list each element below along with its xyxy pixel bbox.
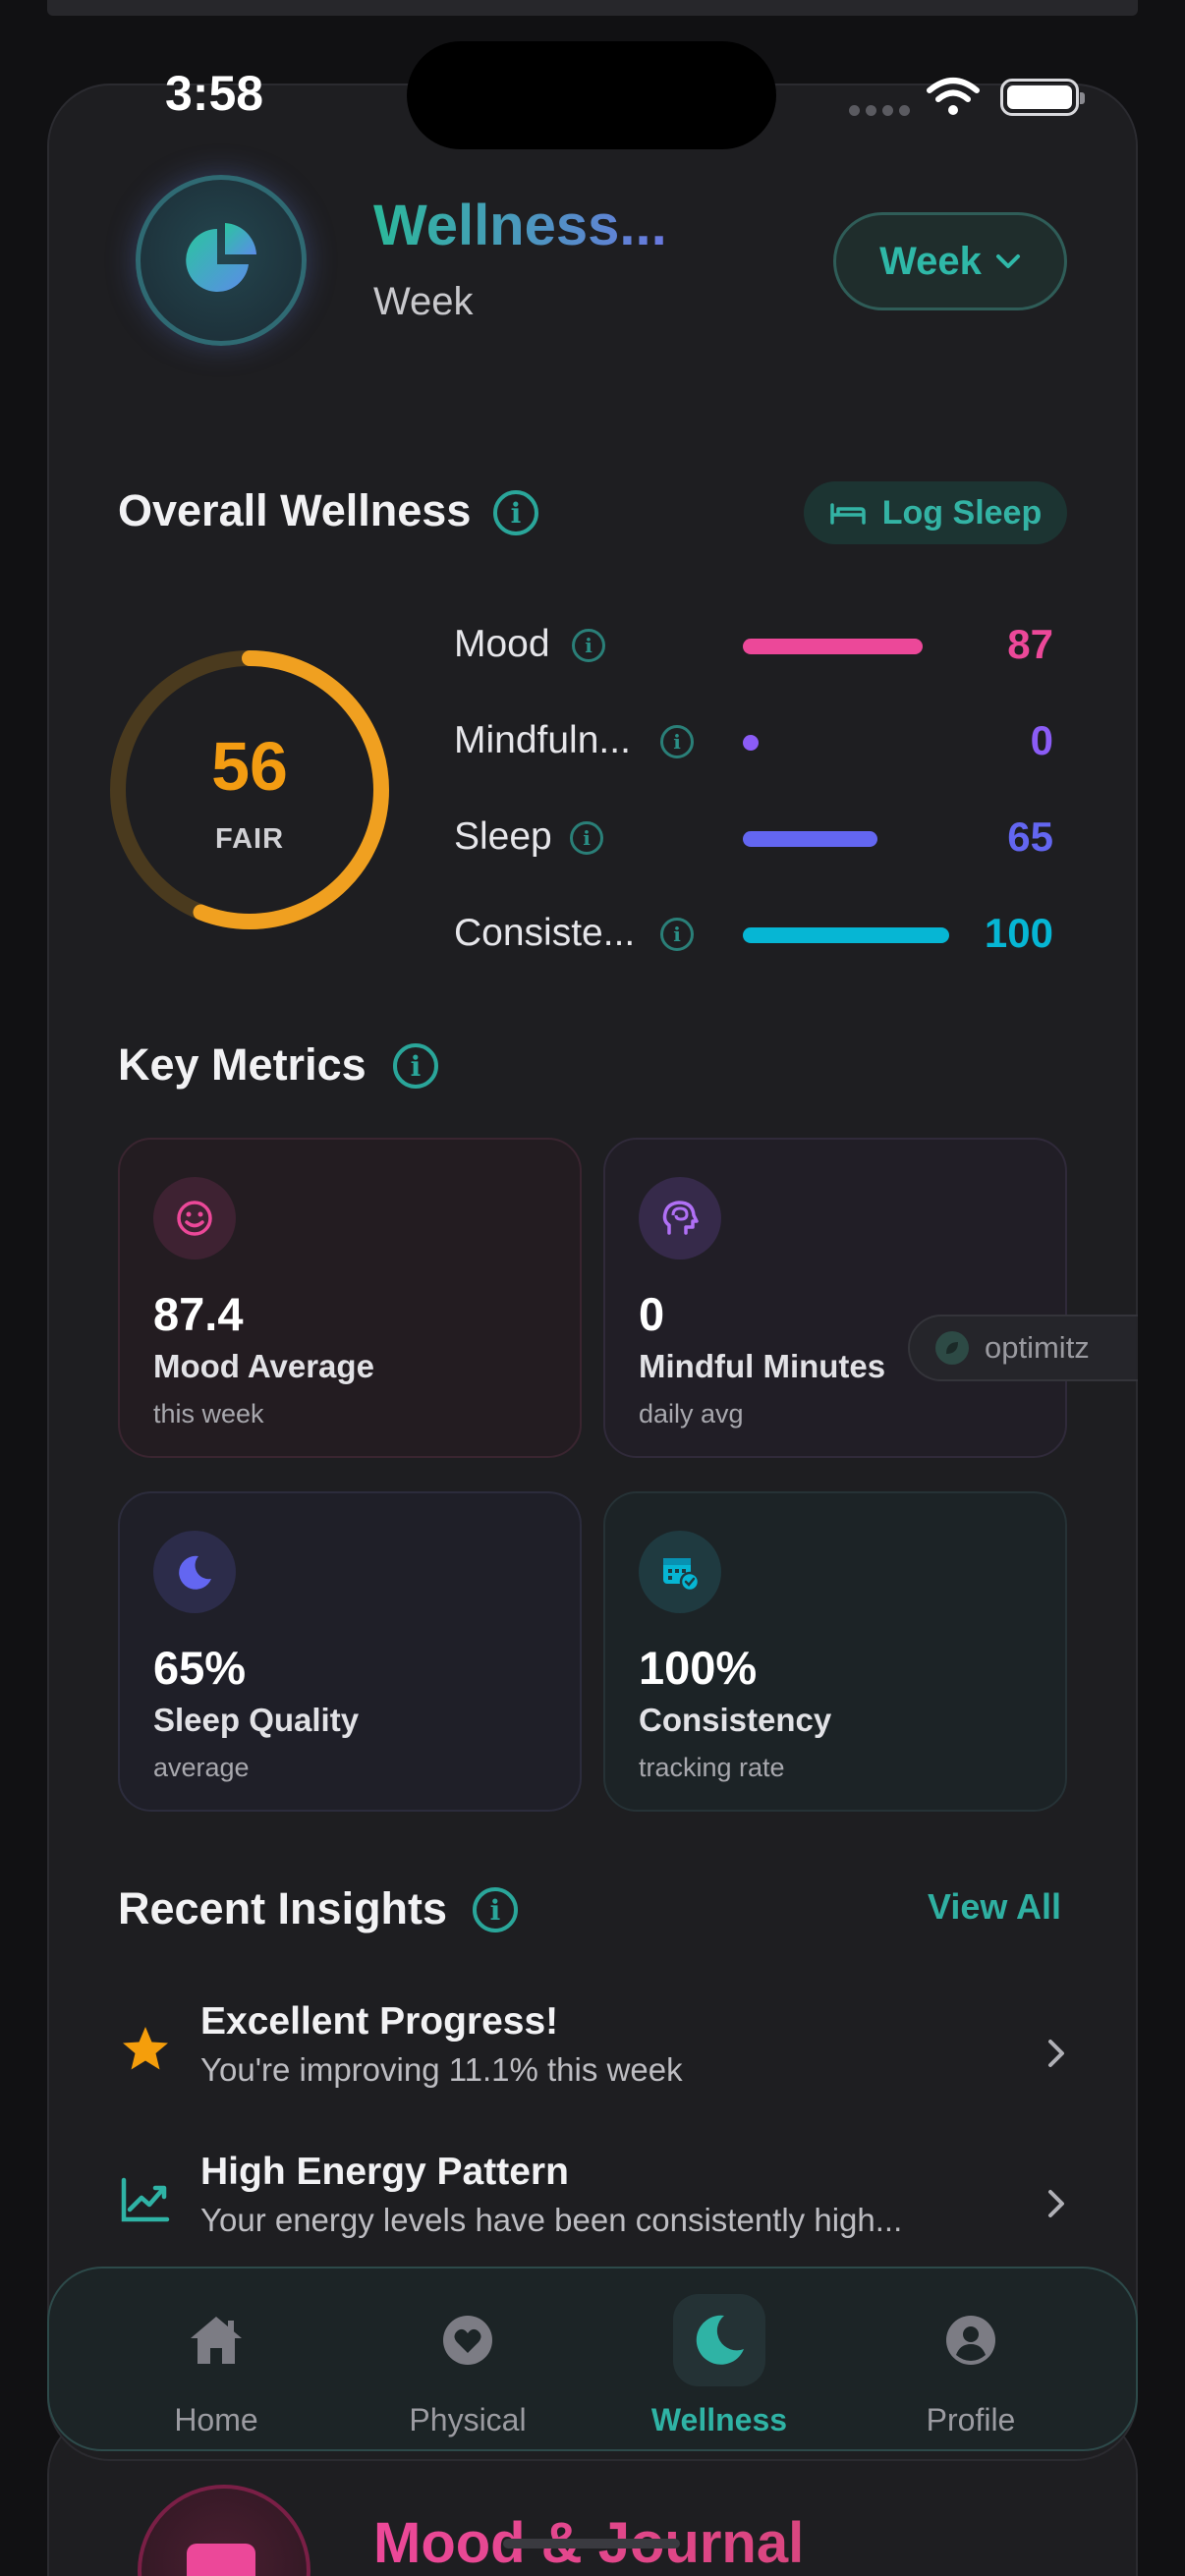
metric-card-consistency[interactable]: 100% Consistency tracking rate xyxy=(603,1491,1067,1812)
star-icon xyxy=(123,2027,168,2070)
metric-bar-fill xyxy=(743,639,923,654)
brain-head-icon xyxy=(639,1177,721,1260)
status-time: 3:58 xyxy=(165,66,264,121)
wellness-score-label: FAIR xyxy=(214,823,285,855)
overall-wellness-title: Overall Wellness xyxy=(118,485,472,535)
previous-card-edge xyxy=(47,0,1138,16)
tab-profile[interactable]: Profile xyxy=(882,2286,1059,2437)
consistency-info-icon[interactable]: i xyxy=(660,918,694,951)
mindfulness-info-icon[interactable]: i xyxy=(660,725,694,758)
bottom-tab-bar: Home Physical Wellness Profile xyxy=(47,2267,1138,2451)
smile-icon xyxy=(153,1177,236,1260)
tab-label: Home xyxy=(174,2402,258,2437)
cellular-signal-icon xyxy=(849,105,910,116)
metric-bar xyxy=(743,927,949,943)
metric-value: 0 xyxy=(1030,717,1053,763)
insight-title: Excellent Progress! xyxy=(200,2000,559,2043)
floating-badge[interactable]: optimitz xyxy=(908,1315,1138,1381)
metric-card-subtitle: daily avg xyxy=(639,1399,744,1428)
trend-chart-icon xyxy=(121,2177,170,2222)
wellness-score-ring xyxy=(110,650,389,929)
tab-label: Wellness xyxy=(650,2402,788,2437)
insight-description: You're improving 11.1% this week xyxy=(200,2051,683,2088)
metric-value: 65 xyxy=(1007,813,1053,860)
key-metrics-title: Key Metrics xyxy=(118,1039,367,1090)
tab-wellness[interactable]: Wellness xyxy=(631,2286,808,2437)
recent-insights-title: Recent Insights xyxy=(118,1883,448,1933)
metric-card-value: 0 xyxy=(639,1288,665,1340)
metric-row-consistency: Consiste... i 100 xyxy=(454,906,1063,965)
insight-title: High Energy Pattern xyxy=(200,2151,569,2193)
moon-icon xyxy=(153,1531,236,1613)
badge-leaf-icon xyxy=(935,1331,969,1365)
metric-card-title: Consistency xyxy=(639,1702,832,1738)
metric-card-mood[interactable]: 87.4 Mood Average this week xyxy=(118,1138,582,1458)
period-select[interactable]: Week xyxy=(833,212,1067,310)
journal-heart-icon xyxy=(187,2544,255,2576)
sleep-info-icon[interactable]: i xyxy=(570,821,603,855)
metric-label: Consiste... xyxy=(454,912,636,954)
metric-card-mindful[interactable]: 0 Mindful Minutes daily avg xyxy=(603,1138,1067,1458)
insight-item[interactable]: High Energy Pattern Your energy levels h… xyxy=(118,2145,1071,2263)
metric-bar xyxy=(743,639,949,654)
chevron-down-icon xyxy=(995,254,1020,268)
insights-info-icon[interactable]: i xyxy=(473,1887,518,1932)
mood-info-icon[interactable]: i xyxy=(572,629,605,662)
heart-icon xyxy=(422,2294,514,2386)
metric-card-subtitle: tracking rate xyxy=(639,1753,785,1782)
calendar-check-icon xyxy=(639,1531,721,1613)
tab-home[interactable]: Home xyxy=(128,2286,305,2437)
metric-bar xyxy=(743,735,949,751)
metric-bar-fill xyxy=(743,927,949,943)
metric-bar xyxy=(743,831,949,847)
view-all-link[interactable]: View All xyxy=(928,1886,1062,1927)
insight-item[interactable]: Excellent Progress! You're improving 11.… xyxy=(118,1994,1071,2112)
page-subtitle: Week xyxy=(373,280,474,323)
metric-label: Mindfuln... xyxy=(454,719,631,761)
wellness-score-value: 56 xyxy=(211,728,288,805)
metric-card-value: 87.4 xyxy=(153,1288,244,1340)
pie-chart-icon xyxy=(186,223,256,292)
metric-card-subtitle: average xyxy=(153,1753,250,1782)
bed-icon xyxy=(830,503,866,525)
metric-label: Mood xyxy=(454,623,550,665)
page-title: Wellness... xyxy=(373,194,667,257)
chevron-right-icon xyxy=(1048,2190,1064,2217)
metric-card-title: Mood Average xyxy=(153,1348,374,1384)
period-select-value: Week xyxy=(879,239,982,283)
metric-bar-fill xyxy=(743,735,759,751)
metric-bar-fill xyxy=(743,831,877,847)
metric-card-value: 100% xyxy=(639,1642,758,1694)
metric-row-mood: Mood i 87 xyxy=(454,617,1063,676)
metric-card-subtitle: this week xyxy=(153,1399,264,1428)
dynamic-island xyxy=(407,41,776,149)
overall-info-icon[interactable]: i xyxy=(493,490,538,535)
scroll-handle[interactable] xyxy=(503,2539,680,2548)
metric-card-title: Mindful Minutes xyxy=(639,1348,886,1384)
battery-icon xyxy=(1000,79,1085,116)
log-sleep-label: Log Sleep xyxy=(881,493,1043,532)
metric-card-value: 65% xyxy=(153,1642,247,1694)
floating-badge-label: optimitz xyxy=(985,1330,1090,1365)
metric-value: 100 xyxy=(984,910,1053,956)
chevron-right-icon xyxy=(1048,2040,1064,2067)
insight-description: Your energy levels have been consistentl… xyxy=(200,2202,903,2238)
metric-row-mindfulness: Mindfuln... i 0 xyxy=(454,713,1063,772)
metric-label: Sleep xyxy=(454,815,552,858)
score-ring-progress xyxy=(110,650,389,929)
metric-card-sleep[interactable]: 65% Sleep Quality average xyxy=(118,1491,582,1812)
key-metrics-info-icon[interactable]: i xyxy=(393,1043,438,1089)
metric-value: 87 xyxy=(1007,621,1053,667)
home-icon xyxy=(170,2294,262,2386)
log-sleep-button[interactable]: Log Sleep xyxy=(804,481,1067,544)
wifi-icon xyxy=(927,78,980,115)
user-icon xyxy=(925,2294,1017,2386)
metric-row-sleep: Sleep i 65 xyxy=(454,810,1063,868)
app-logo xyxy=(136,175,307,346)
tab-physical[interactable]: Physical xyxy=(379,2286,556,2437)
metric-card-title: Sleep Quality xyxy=(153,1702,360,1738)
moon-icon xyxy=(673,2294,765,2386)
tab-label: Profile xyxy=(926,2402,1016,2437)
tab-label: Physical xyxy=(409,2402,527,2437)
